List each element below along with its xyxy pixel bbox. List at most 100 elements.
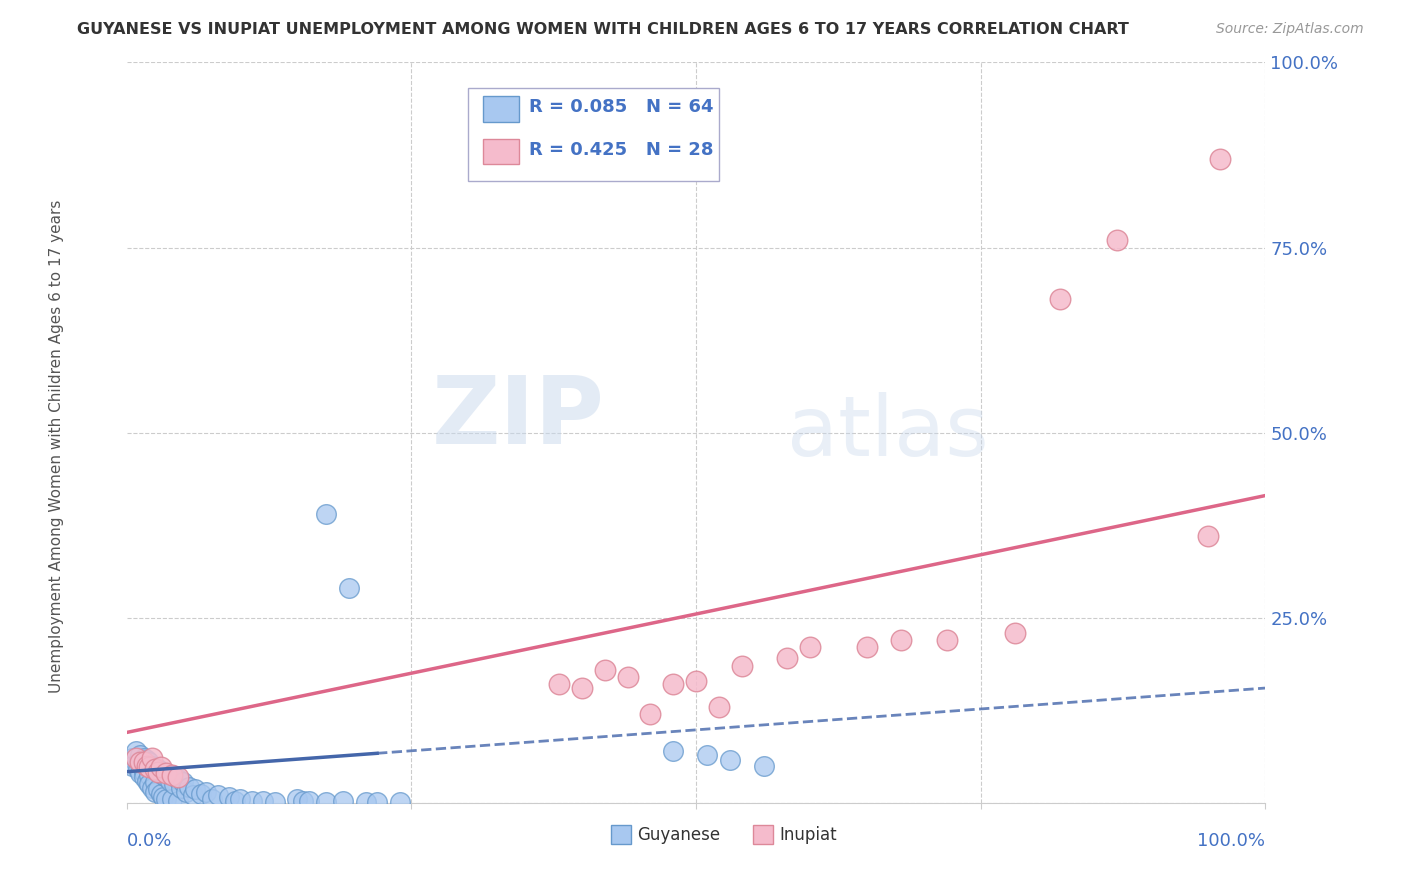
Text: Unemployment Among Women with Children Ages 6 to 17 years: Unemployment Among Women with Children A… [49,199,63,693]
Point [148,782,170,797]
Point [155,766,177,780]
Point [696,747,718,762]
Point [201,792,224,806]
Text: ZIP: ZIP [432,372,605,464]
Point [132,764,155,779]
Point [890,632,912,647]
Point [181,789,204,803]
Bar [754,825,773,844]
Point [143,775,166,789]
Point [166,770,188,784]
Point [129,755,152,769]
Text: 100.0%: 100.0% [1198,832,1265,850]
Point [124,744,146,758]
Point [132,755,155,769]
Text: Inupiat: Inupiat [779,826,837,844]
Point [662,744,685,758]
Point [138,777,160,791]
Point [141,751,163,765]
Point [388,795,411,809]
Point [292,794,315,808]
Point [287,792,309,806]
Point [149,764,172,779]
Point [1198,529,1220,543]
Point [160,767,183,781]
Point [136,758,159,772]
Point [616,670,638,684]
Point [127,755,149,769]
Point [170,780,193,795]
Point [141,780,163,795]
Point [132,770,155,784]
Point [593,663,616,677]
Point [141,758,163,772]
Point [152,767,174,781]
Point [315,507,337,521]
Point [159,773,181,788]
Point [298,794,321,808]
Point [172,775,194,789]
Point [1049,293,1071,307]
Point [166,794,188,808]
Point [707,699,730,714]
Point [148,763,170,777]
Point [754,758,776,772]
Point [155,792,177,806]
Point [179,780,201,794]
Point [190,787,212,801]
Point [662,677,685,691]
Point [935,632,957,647]
Point [229,792,252,806]
Text: GUYANESE VS INUPIAT UNEMPLOYMENT AMONG WOMEN WITH CHILDREN AGES 6 TO 17 YEARS CO: GUYANESE VS INUPIAT UNEMPLOYMENT AMONG W… [77,22,1129,37]
Point [160,767,183,781]
Point [136,753,159,767]
Text: R = 0.085   N = 64: R = 0.085 N = 64 [529,98,713,116]
FancyBboxPatch shape [484,96,519,121]
Point [315,795,337,809]
Point [163,777,186,791]
Point [548,677,571,691]
Point [152,789,174,804]
Point [121,751,143,765]
FancyBboxPatch shape [484,138,519,164]
Text: Guyanese: Guyanese [637,826,720,844]
Text: R = 0.425   N = 28: R = 0.425 N = 28 [529,141,713,159]
Point [640,706,662,721]
Text: Source: ZipAtlas.com: Source: ZipAtlas.com [1216,22,1364,37]
Point [366,795,388,809]
Point [149,760,172,774]
Point [1004,625,1026,640]
Point [143,763,166,777]
Point [218,789,240,804]
Point [332,794,354,808]
Point [174,785,197,799]
Point [240,794,263,808]
Point [685,673,707,688]
Point [121,758,143,772]
Point [149,787,172,801]
Point [252,794,274,808]
Point [571,681,593,695]
Point [224,794,246,808]
Point [166,772,188,786]
FancyBboxPatch shape [468,88,718,181]
Point [855,640,877,655]
Point [138,760,160,774]
Point [195,785,218,799]
Point [718,753,741,767]
Bar [610,825,631,844]
Text: 0.0%: 0.0% [127,832,172,850]
Point [138,767,160,781]
Point [129,747,152,762]
Point [1107,233,1129,247]
Point [132,751,155,765]
Point [124,751,146,765]
Point [127,763,149,777]
Point [136,773,159,788]
Text: atlas: atlas [787,392,988,473]
Point [184,782,207,797]
Point [776,651,799,665]
Point [143,760,166,774]
Point [148,764,170,779]
Point [1209,152,1232,166]
